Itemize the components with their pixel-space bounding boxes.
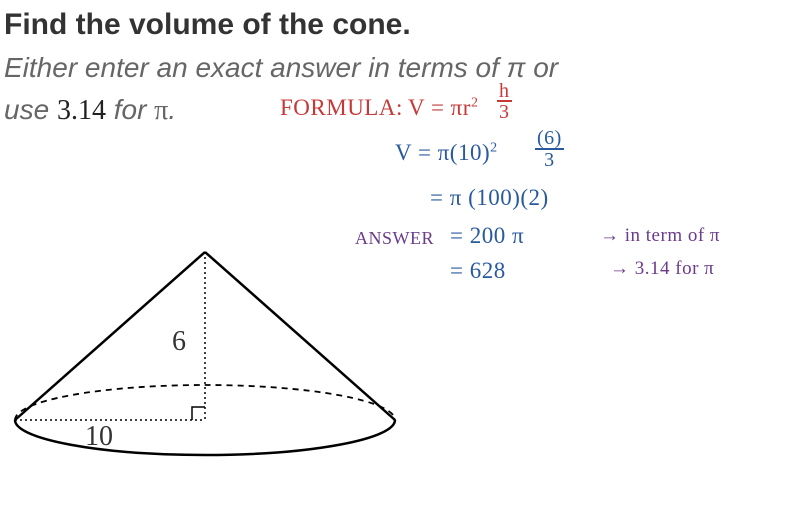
subtitle2-prefix: use bbox=[4, 94, 57, 125]
formula-label: FORMULA: bbox=[280, 95, 403, 121]
formula-frac-bot: 3 bbox=[497, 102, 512, 122]
subtitle2-mid: for bbox=[106, 94, 154, 125]
formula-frac-top: h bbox=[497, 82, 512, 102]
result-pi: = 200 π bbox=[450, 223, 524, 249]
problem-subtitle-1: Either enter an exact answer in terms of… bbox=[4, 52, 558, 84]
problem-title: Find the volume of the cone. bbox=[4, 8, 411, 42]
subtitle1-text: Either enter an exact answer in terms of… bbox=[4, 52, 558, 83]
subtitle2-suffix: . bbox=[168, 94, 176, 125]
formula-fraction: h 3 bbox=[497, 82, 512, 122]
step1-frac-top: (6) bbox=[535, 128, 564, 150]
problem-subtitle-2: use 3.14 for π. bbox=[4, 94, 176, 127]
cone-radius-label: 10 bbox=[85, 421, 113, 452]
cone-height-label: 6 bbox=[172, 326, 186, 357]
note-pi: → in term of π bbox=[600, 225, 720, 247]
cone-base-front bbox=[15, 420, 395, 455]
subtitle2-num: 3.14 bbox=[57, 95, 106, 126]
formula-sup: 2 bbox=[471, 95, 479, 110]
note-num: → 3.14 for π bbox=[610, 258, 714, 280]
cone-diagram: 6 10 bbox=[0, 230, 420, 480]
step2: = π (100)(2) bbox=[430, 185, 549, 211]
step1-frac-bot: 3 bbox=[535, 150, 564, 170]
subtitle2-pi: π bbox=[154, 95, 168, 126]
cone-slant-right bbox=[205, 252, 395, 420]
step1-sup: 2 bbox=[490, 140, 498, 155]
step1-fraction: (6) 3 bbox=[535, 128, 564, 170]
result-num: = 628 bbox=[450, 258, 506, 284]
formula-expr: V = πr2 bbox=[408, 95, 478, 121]
right-angle-marker bbox=[192, 407, 205, 420]
step1-paren: (10) bbox=[450, 140, 490, 165]
formula-prefix: V = πr bbox=[408, 95, 471, 120]
step1-pi: π bbox=[438, 140, 450, 165]
step1: V = π(10)2 bbox=[395, 140, 498, 166]
step1-left: V = bbox=[395, 140, 431, 165]
